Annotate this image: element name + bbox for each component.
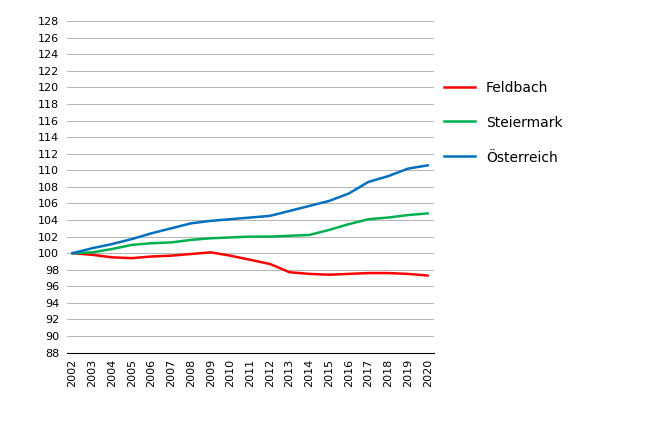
- Legend: Feldbach, Steiermark, Österreich: Feldbach, Steiermark, Österreich: [444, 81, 562, 165]
